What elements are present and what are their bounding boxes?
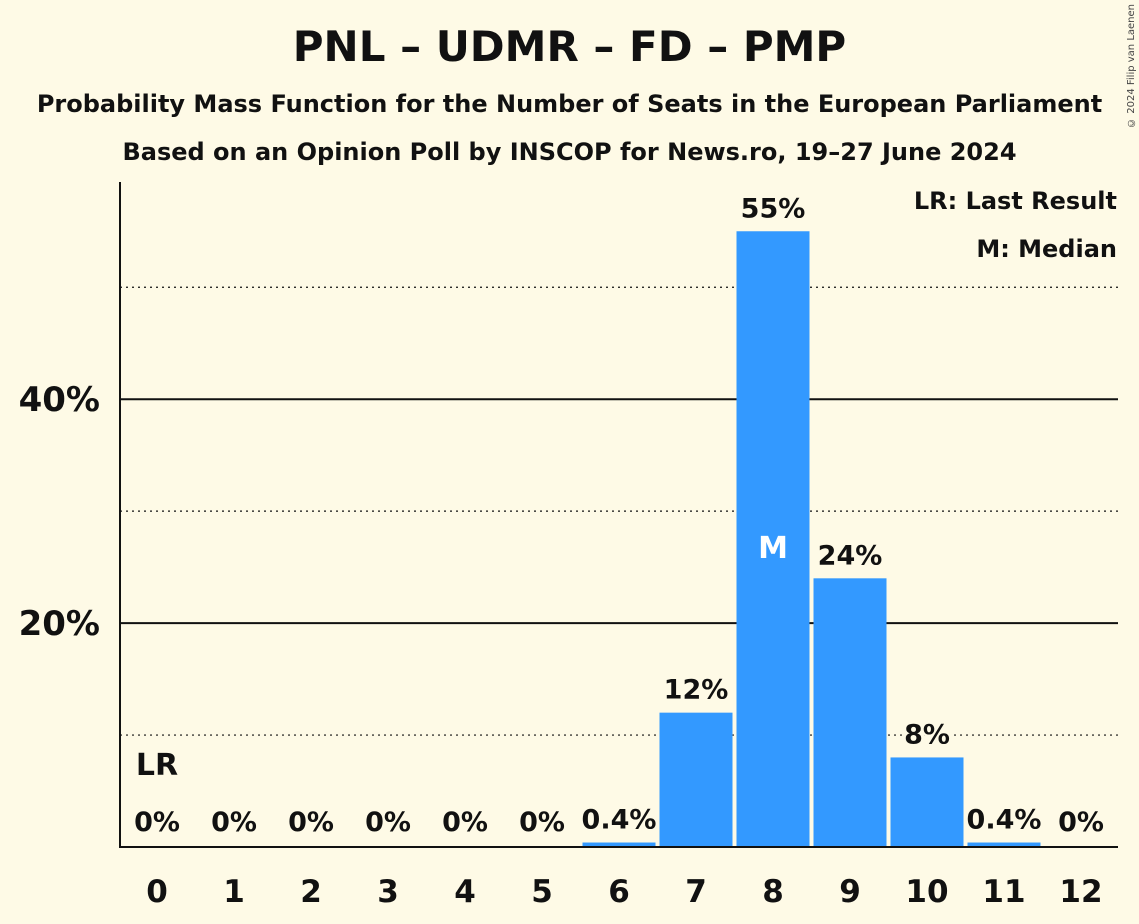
x-tick-label: 7	[685, 874, 707, 910]
x-tick-label: 9	[839, 874, 861, 910]
legend-median: M: Median	[976, 235, 1117, 263]
data-label: 0%	[1058, 807, 1104, 838]
bar	[736, 231, 810, 847]
data-label: 0%	[211, 807, 257, 838]
x-tick-label: 1	[223, 874, 245, 910]
data-label: 12%	[664, 675, 729, 706]
x-tick-label: 4	[454, 874, 476, 910]
x-tick-label: 12	[1059, 874, 1102, 910]
data-label: 0%	[442, 807, 488, 838]
y-tick-label: 40%	[19, 380, 100, 420]
data-label: 0%	[134, 807, 180, 838]
x-tick-label: 0	[146, 874, 168, 910]
y-tick-label: 20%	[19, 604, 100, 644]
x-tick-label: 8	[762, 874, 784, 910]
x-tick-label: 10	[905, 874, 948, 910]
data-label: 0%	[519, 807, 565, 838]
data-label: 0%	[288, 807, 334, 838]
bar	[967, 842, 1041, 847]
value-labels: 0% 0% 0% 0% 0% 0% 0.4% 12% 55% 24% 8% 0.4% 0% LR M	[132, 191, 1107, 841]
bar	[890, 757, 964, 847]
axes: 20%40%0 1 2 3 4 5 6 7 8 9 10 11 12	[19, 182, 1118, 910]
bars	[582, 231, 1041, 847]
data-label: 8%	[904, 719, 950, 750]
bar	[813, 578, 887, 847]
gridlines	[120, 286, 1118, 736]
x-tick-label: 5	[531, 874, 553, 910]
last-result-marker: LR	[136, 748, 178, 783]
x-tick-label: 11	[982, 874, 1025, 910]
data-label: 0.4%	[967, 805, 1042, 836]
bar	[659, 712, 733, 847]
chart-title: PNL – UDMR – FD – PMP	[292, 22, 847, 71]
median-marker: M	[758, 531, 788, 566]
x-tick-label: 6	[608, 874, 630, 910]
x-tick-label: 2	[300, 874, 322, 910]
x-tick-label: 3	[377, 874, 399, 910]
legend-last-result: LR: Last Result	[914, 187, 1117, 215]
bar	[582, 842, 656, 847]
data-label: 55%	[741, 193, 806, 224]
data-label: 0.4%	[582, 805, 657, 836]
chart-source: Based on an Opinion Poll by INSCOP for N…	[122, 138, 1017, 166]
chart-subtitle: Probability Mass Function for the Number…	[36, 90, 1103, 118]
data-label: 24%	[818, 540, 883, 571]
data-label: 0%	[365, 807, 411, 838]
